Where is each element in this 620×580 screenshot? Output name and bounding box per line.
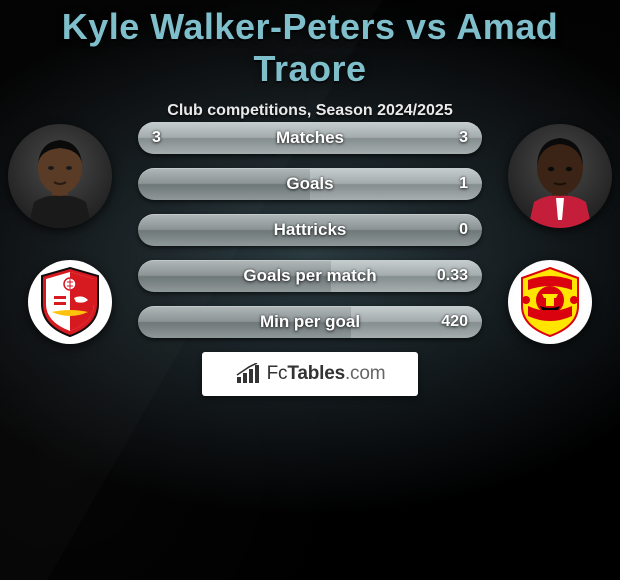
brand-text: FcTables.com xyxy=(267,363,386,385)
stat-row-hattricks: Hattricks 0 xyxy=(138,214,482,246)
brand-box: FcTables.com xyxy=(202,352,418,396)
brand-tables: Tables xyxy=(287,363,345,384)
brand-com: .com xyxy=(345,363,385,384)
stat-row-goals-per-match: Goals per match 0.33 xyxy=(138,260,482,292)
manchester-united-crest-icon xyxy=(512,264,588,340)
stat-row-matches: 3 Matches 3 xyxy=(138,122,482,154)
club-right-badge xyxy=(508,260,592,344)
stat-value-right: 3 xyxy=(426,129,468,147)
stat-value-right: 0.33 xyxy=(426,267,468,285)
player-left-portrait-icon xyxy=(8,124,112,228)
southampton-crest-icon xyxy=(32,264,108,340)
stat-value-right: 420 xyxy=(426,313,468,331)
comparison-card: Kyle Walker-Peters vs Amad Traore Club c… xyxy=(0,0,620,450)
page-title: Kyle Walker-Peters vs Amad Traore xyxy=(0,0,620,90)
player-right-portrait-icon xyxy=(508,124,612,228)
subtitle: Club competitions, Season 2024/2025 xyxy=(0,102,620,120)
bar-chart-icon xyxy=(235,363,261,385)
stat-value-right: 0 xyxy=(426,221,468,239)
brand-fc: Fc xyxy=(267,363,288,384)
player-left-avatar xyxy=(8,124,112,228)
player-right-avatar xyxy=(508,124,612,228)
stat-row-min-per-goal: Min per goal 420 xyxy=(138,306,482,338)
stat-row-goals: Goals 1 xyxy=(138,168,482,200)
club-left-badge xyxy=(28,260,112,344)
stats-container: 3 Matches 3 Goals 1 Hattricks 0 Goals pe… xyxy=(138,122,482,352)
stat-value-right: 1 xyxy=(426,175,468,193)
